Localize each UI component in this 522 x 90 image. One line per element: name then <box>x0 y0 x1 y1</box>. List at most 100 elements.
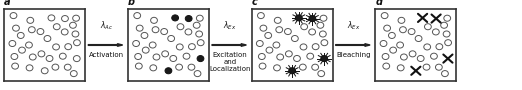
Circle shape <box>260 25 267 31</box>
Text: c: c <box>252 0 257 7</box>
Text: Activation: Activation <box>89 52 124 58</box>
Text: $\lambda_{Ac}$: $\lambda_{Ac}$ <box>100 19 113 31</box>
Circle shape <box>152 27 159 33</box>
Circle shape <box>382 53 389 59</box>
Circle shape <box>289 68 295 74</box>
Circle shape <box>320 15 327 21</box>
Circle shape <box>300 64 306 70</box>
Circle shape <box>153 54 160 60</box>
Circle shape <box>256 40 263 47</box>
Circle shape <box>286 51 292 57</box>
Text: Bleaching: Bleaching <box>337 52 371 58</box>
Circle shape <box>445 40 452 46</box>
Circle shape <box>441 22 447 28</box>
Circle shape <box>399 27 406 33</box>
Circle shape <box>274 65 280 71</box>
Circle shape <box>383 63 389 69</box>
Circle shape <box>266 47 273 53</box>
Circle shape <box>388 32 395 38</box>
Circle shape <box>135 63 142 69</box>
Circle shape <box>65 44 72 50</box>
Circle shape <box>291 35 298 42</box>
Circle shape <box>185 29 192 35</box>
Circle shape <box>61 29 68 35</box>
Circle shape <box>193 22 200 28</box>
Circle shape <box>72 31 79 37</box>
Circle shape <box>26 65 33 71</box>
Circle shape <box>197 40 204 46</box>
Circle shape <box>13 25 19 31</box>
Circle shape <box>398 17 405 23</box>
Circle shape <box>277 54 283 60</box>
Circle shape <box>69 22 76 28</box>
Circle shape <box>321 56 328 62</box>
Circle shape <box>37 29 44 35</box>
Circle shape <box>176 64 183 70</box>
Circle shape <box>48 15 55 21</box>
Circle shape <box>435 64 442 70</box>
Circle shape <box>172 15 179 21</box>
Circle shape <box>134 13 140 19</box>
Circle shape <box>380 40 387 47</box>
Circle shape <box>46 55 53 61</box>
Circle shape <box>162 51 169 57</box>
Text: b: b <box>128 0 135 7</box>
Circle shape <box>168 35 174 42</box>
Circle shape <box>53 44 60 50</box>
Circle shape <box>188 64 195 70</box>
Circle shape <box>52 64 59 70</box>
Circle shape <box>400 54 407 60</box>
Text: Excitation
and
Localization: Excitation and Localization <box>209 52 251 72</box>
Circle shape <box>284 29 291 35</box>
Circle shape <box>265 32 271 38</box>
Circle shape <box>10 13 17 19</box>
Circle shape <box>165 68 172 74</box>
Circle shape <box>397 42 404 48</box>
Circle shape <box>300 44 307 50</box>
Circle shape <box>417 55 424 61</box>
Circle shape <box>11 63 18 69</box>
Circle shape <box>436 44 443 50</box>
Circle shape <box>19 47 26 53</box>
Circle shape <box>259 63 266 69</box>
Text: $\lambda_{Ex}$: $\lambda_{Ex}$ <box>223 19 237 31</box>
Circle shape <box>196 31 203 37</box>
Circle shape <box>196 15 203 21</box>
Circle shape <box>301 24 307 30</box>
Circle shape <box>443 31 450 37</box>
Circle shape <box>177 24 184 30</box>
Circle shape <box>28 27 35 33</box>
Circle shape <box>312 44 319 50</box>
Circle shape <box>44 35 51 42</box>
Circle shape <box>307 53 314 59</box>
Circle shape <box>390 47 397 53</box>
Circle shape <box>17 32 24 38</box>
Circle shape <box>409 51 416 57</box>
Circle shape <box>176 44 183 50</box>
Circle shape <box>185 16 192 22</box>
Circle shape <box>258 53 265 59</box>
Circle shape <box>74 56 80 62</box>
Text: $\lambda_{Ex}$: $\lambda_{Ex}$ <box>347 19 361 31</box>
Circle shape <box>62 16 68 22</box>
Circle shape <box>133 40 139 47</box>
Circle shape <box>276 27 282 33</box>
Circle shape <box>64 64 71 70</box>
Circle shape <box>194 71 201 77</box>
Circle shape <box>60 53 66 59</box>
Circle shape <box>143 47 149 53</box>
Circle shape <box>309 29 315 35</box>
Circle shape <box>381 13 388 19</box>
Circle shape <box>29 54 36 60</box>
Circle shape <box>309 16 316 22</box>
Circle shape <box>161 29 168 35</box>
Circle shape <box>183 53 190 59</box>
Circle shape <box>384 25 390 31</box>
Circle shape <box>73 15 79 21</box>
Circle shape <box>431 53 437 59</box>
Circle shape <box>432 29 439 35</box>
Circle shape <box>53 24 60 30</box>
Circle shape <box>27 17 34 23</box>
Circle shape <box>408 29 415 35</box>
Circle shape <box>149 42 156 48</box>
